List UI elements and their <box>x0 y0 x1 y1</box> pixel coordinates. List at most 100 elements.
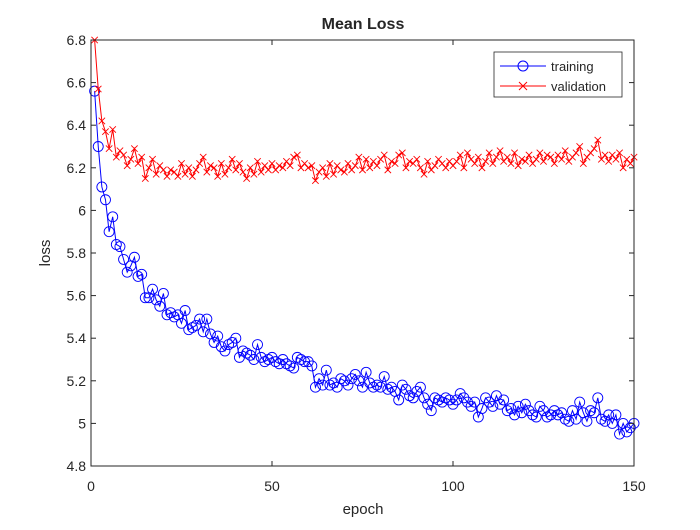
validation-point <box>576 142 584 151</box>
validation-point <box>174 172 182 180</box>
training-point <box>190 319 202 331</box>
training-point <box>215 341 227 353</box>
training-point <box>574 396 586 408</box>
training-point <box>128 251 140 263</box>
validation-point <box>301 160 309 168</box>
validation-point <box>362 155 370 163</box>
validation-point <box>492 153 500 161</box>
validation-point <box>435 155 443 163</box>
validation-point <box>181 170 189 178</box>
training-point <box>480 392 492 404</box>
training-point <box>150 294 162 306</box>
training-point <box>378 371 390 382</box>
validation-point <box>304 164 312 172</box>
training-point <box>393 394 405 406</box>
training-point <box>338 375 350 387</box>
training-point <box>346 373 358 385</box>
x-tick-label: 100 <box>441 478 465 494</box>
training-point <box>548 405 560 417</box>
validation-point <box>518 155 526 163</box>
validation-point <box>601 151 609 159</box>
validation-point <box>196 160 204 168</box>
validation-point <box>543 151 551 159</box>
validation-point <box>514 162 522 170</box>
validation-point <box>413 155 421 163</box>
validation-point <box>467 155 475 163</box>
training-point <box>96 181 108 193</box>
validation-point <box>406 157 414 165</box>
training-point <box>400 383 412 395</box>
training-point <box>483 396 495 408</box>
validation-point <box>358 166 367 174</box>
training-point <box>244 349 256 361</box>
validation-point <box>279 164 287 172</box>
legend-training-marker <box>517 60 529 72</box>
validation-point <box>547 153 555 161</box>
validation-point <box>105 145 113 153</box>
validation-point <box>431 162 439 170</box>
validation-point <box>460 164 468 172</box>
training-point <box>487 400 499 412</box>
legend-validation-label: validation <box>551 79 606 94</box>
validation-point <box>453 157 461 165</box>
validation-point <box>550 160 558 168</box>
validation-point <box>188 172 196 180</box>
y-tick-label: 6.4 <box>67 117 87 133</box>
training-point <box>147 283 158 295</box>
training-point <box>621 426 633 438</box>
validation-point <box>344 160 352 168</box>
validation-point <box>98 117 106 125</box>
training-point <box>255 351 267 363</box>
validation-point <box>156 162 164 170</box>
training-point <box>342 379 354 391</box>
training-point <box>396 379 408 391</box>
validation-point <box>351 162 359 170</box>
validation-point <box>340 168 348 176</box>
validation-point <box>608 151 616 159</box>
training-point <box>556 407 568 419</box>
validation-point <box>427 166 435 174</box>
validation-point <box>228 155 236 163</box>
validation-point <box>478 164 486 172</box>
validation-point <box>619 164 627 172</box>
validation-point <box>203 168 211 176</box>
training-point <box>364 377 376 389</box>
validation-point <box>225 164 233 172</box>
training-point <box>476 403 488 414</box>
validation-point <box>268 160 276 168</box>
validation-point <box>116 147 124 155</box>
validation-point <box>366 164 374 172</box>
training-point <box>176 317 187 329</box>
tick-layer: 0 50 100 150 4.8 5 5.2 5.4 5.6 5.8 6 6.2 6.4 6.6 6.8 <box>67 32 646 494</box>
y-tick-label: 5.4 <box>67 330 87 346</box>
validation-point <box>254 157 262 165</box>
training-point <box>252 339 263 351</box>
plot-area <box>91 40 634 466</box>
validation-point <box>152 170 160 178</box>
validation-point <box>235 160 243 168</box>
training-point <box>165 307 177 319</box>
legend-training-label: training <box>551 59 594 74</box>
validation-point <box>101 128 109 136</box>
validation-point <box>123 162 131 170</box>
validation-point <box>159 166 167 174</box>
validation-point <box>474 153 482 161</box>
validation-point <box>272 166 280 174</box>
validation-point <box>185 164 193 172</box>
validation-point <box>561 147 569 155</box>
training-point <box>505 403 517 414</box>
validation-point <box>286 162 294 170</box>
validation-point <box>210 164 218 172</box>
training-point <box>179 305 191 316</box>
validation-point <box>391 160 399 168</box>
validation-point <box>471 160 479 168</box>
validation-point <box>626 160 634 168</box>
training-line <box>94 91 635 437</box>
training-point <box>425 405 437 417</box>
training-point <box>454 388 466 400</box>
validation-point <box>507 160 515 168</box>
validation-point <box>167 166 175 174</box>
validation-point <box>206 162 214 170</box>
validation-point <box>239 168 247 176</box>
validation-point <box>387 157 395 165</box>
